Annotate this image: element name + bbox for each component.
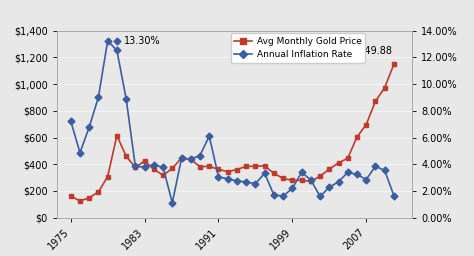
Avg Monthly Gold Price [253,165,258,168]
Annual Inflation Rate [225,177,230,180]
Text: $1,149.88: $1,149.88 [343,45,392,55]
Avg Monthly Gold Price [262,164,267,167]
Avg Monthly Gold Price [160,174,166,177]
Avg Monthly Gold Price [114,134,120,137]
Annual Inflation Rate [280,195,286,198]
Annual Inflation Rate [271,193,277,196]
Annual Inflation Rate [234,179,240,183]
Avg Monthly Gold Price [373,100,378,103]
Avg Monthly Gold Price [77,199,83,202]
Annual Inflation Rate [290,187,295,190]
Line: Annual Inflation Rate: Annual Inflation Rate [68,38,396,205]
Avg Monthly Gold Price [290,179,295,182]
Annual Inflation Rate [382,169,388,172]
Annual Inflation Rate [151,163,157,166]
Annual Inflation Rate [216,175,221,178]
Annual Inflation Rate [123,97,129,100]
Avg Monthly Gold Price [271,172,277,175]
Annual Inflation Rate [253,182,258,185]
Annual Inflation Rate [170,201,175,204]
Annual Inflation Rate [96,95,101,99]
Annual Inflation Rate [160,166,166,169]
Avg Monthly Gold Price [317,175,323,178]
Annual Inflation Rate [206,134,212,137]
Avg Monthly Gold Price [86,196,92,199]
Avg Monthly Gold Price [364,123,369,126]
Annual Inflation Rate [373,165,378,168]
Avg Monthly Gold Price [197,165,203,168]
Avg Monthly Gold Price [280,177,286,180]
Annual Inflation Rate [105,39,110,42]
Avg Monthly Gold Price [225,170,230,173]
Avg Monthly Gold Price [123,155,129,158]
Annual Inflation Rate [77,151,83,154]
Annual Inflation Rate [317,195,323,198]
Avg Monthly Gold Price [299,179,304,182]
Annual Inflation Rate [336,180,341,183]
Annual Inflation Rate [262,172,267,175]
Annual Inflation Rate [114,49,120,52]
Avg Monthly Gold Price [336,161,341,164]
Annual Inflation Rate [179,157,184,160]
Avg Monthly Gold Price [68,195,73,198]
Avg Monthly Gold Price [133,166,138,169]
Avg Monthly Gold Price [151,168,157,171]
Annual Inflation Rate [142,165,147,168]
Avg Monthly Gold Price [345,157,351,160]
Text: 13.30%: 13.30% [124,36,161,46]
Annual Inflation Rate [299,171,304,174]
Annual Inflation Rate [197,154,203,157]
Annual Inflation Rate [391,194,397,197]
Avg Monthly Gold Price [96,190,101,193]
Avg Monthly Gold Price [308,180,314,183]
Annual Inflation Rate [327,186,332,189]
Avg Monthly Gold Price [216,168,221,171]
Avg Monthly Gold Price [327,168,332,171]
Legend: Avg Monthly Gold Price, Annual Inflation Rate: Avg Monthly Gold Price, Annual Inflation… [230,33,365,63]
Annual Inflation Rate [364,178,369,181]
Avg Monthly Gold Price [188,158,193,161]
Annual Inflation Rate [308,178,314,181]
Avg Monthly Gold Price [391,62,397,66]
Annual Inflation Rate [354,173,360,176]
Annual Inflation Rate [133,165,138,168]
Avg Monthly Gold Price [234,168,240,171]
Line: Avg Monthly Gold Price: Avg Monthly Gold Price [68,62,396,203]
Avg Monthly Gold Price [105,175,110,178]
Avg Monthly Gold Price [179,156,184,159]
Avg Monthly Gold Price [206,165,212,168]
Avg Monthly Gold Price [142,159,147,163]
Avg Monthly Gold Price [170,167,175,170]
Annual Inflation Rate [345,171,351,174]
Annual Inflation Rate [188,158,193,161]
Annual Inflation Rate [243,180,249,184]
Annual Inflation Rate [86,126,92,129]
Annual Inflation Rate [68,119,73,122]
Avg Monthly Gold Price [382,86,388,89]
Avg Monthly Gold Price [354,135,360,138]
Avg Monthly Gold Price [243,165,249,168]
